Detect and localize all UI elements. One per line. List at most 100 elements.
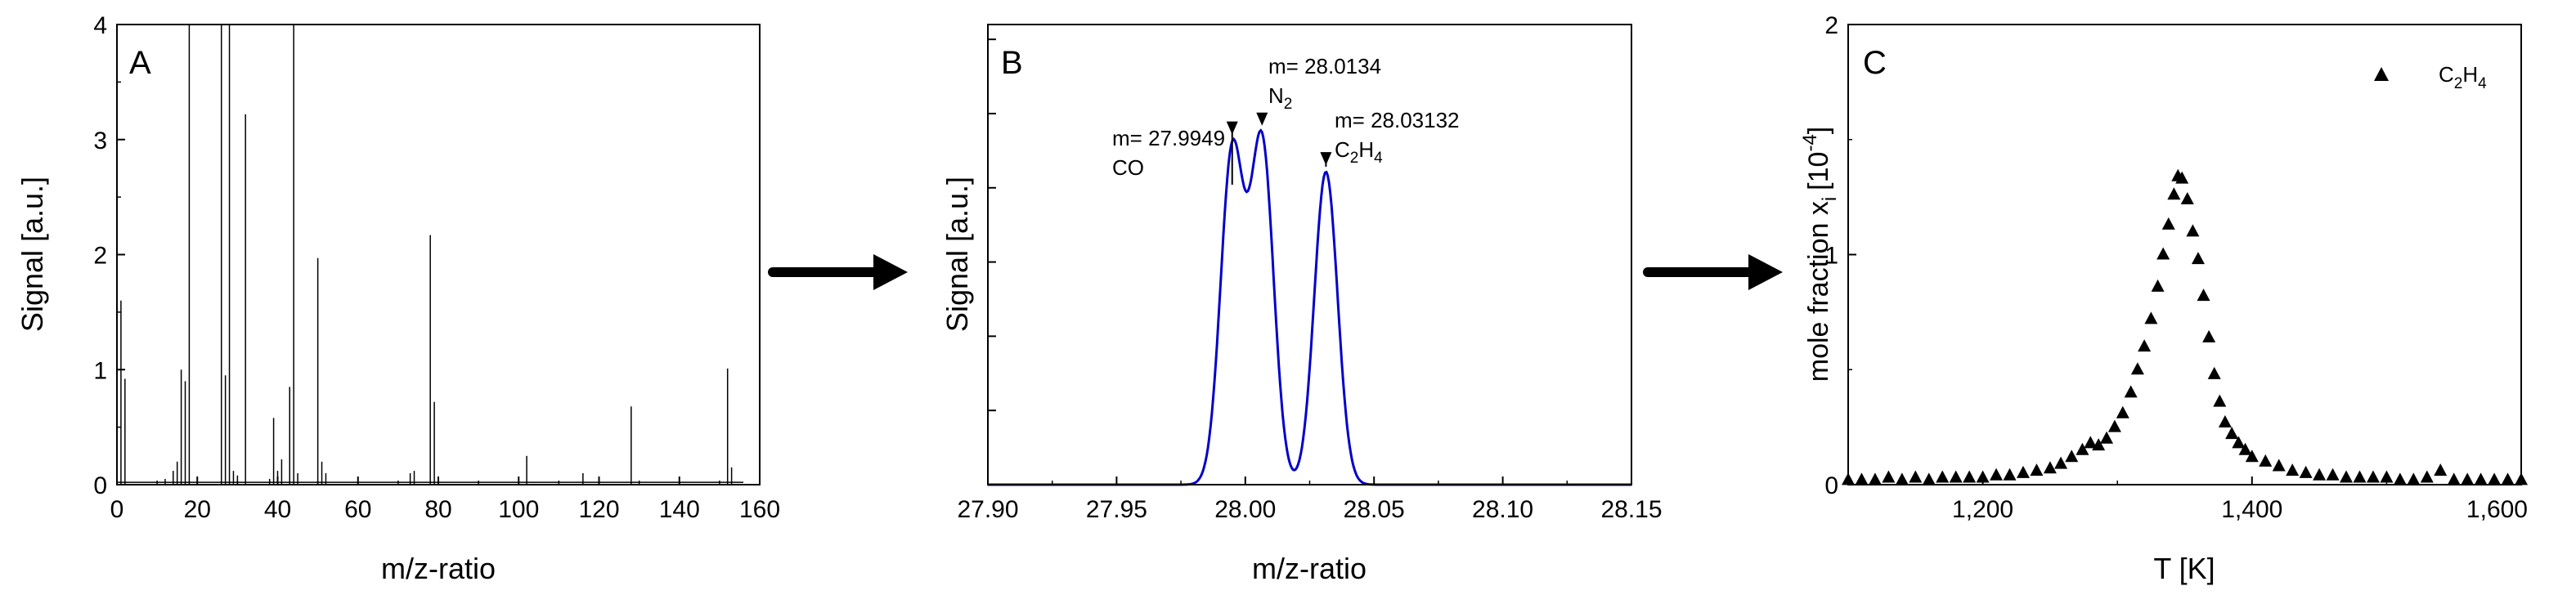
y-tick-label: 0 [1824, 472, 1838, 499]
y-tick-label: 1 [93, 357, 107, 384]
y-tick-label: 2 [1824, 12, 1838, 39]
data-point [2016, 465, 2030, 478]
x-tick-label: 60 [344, 496, 371, 523]
x-tick-label: 28.15 [1600, 496, 1662, 523]
data-point [2107, 419, 2121, 432]
x-tick-label: 140 [659, 496, 700, 523]
panel-a-spectrum [117, 25, 743, 485]
x-tick-label: 28.10 [1472, 496, 1533, 523]
panel-b-chart: 27.90 27.95 28.00 28.05 28.10 28.15 m= 27.994… [940, 24, 1663, 585]
annotation-arrow-head [1226, 121, 1238, 135]
data-point [2393, 472, 2407, 485]
x-tick-label: 0 [110, 496, 124, 523]
data-point [2259, 454, 2273, 467]
peak-annotation: m= 27.9949 CO [1112, 121, 1238, 185]
data-point [1936, 470, 1950, 483]
data-point [1963, 470, 1977, 483]
data-point [2238, 442, 2252, 455]
x-tick-label: 28.05 [1344, 496, 1405, 523]
panel-a-x-axis-title: m/z-ratio [381, 552, 496, 585]
data-point [2366, 470, 2380, 483]
arrow-a-to-b [768, 254, 908, 290]
data-point [2191, 252, 2205, 265]
data-point [2326, 468, 2340, 481]
data-point [2116, 405, 2129, 418]
panel-a-x-ticks: 0 20 40 60 80 100 120 140 160 [110, 476, 780, 523]
data-point [2340, 470, 2354, 483]
peak-annotation: m= 28.0134 N2 [1256, 54, 1381, 126]
data-point [2151, 279, 2165, 292]
data-point [1922, 472, 1936, 485]
data-point [2180, 191, 2194, 204]
data-point [2488, 472, 2502, 485]
y-tick-label: 4 [93, 12, 107, 39]
data-point [2043, 461, 2057, 474]
x-tick-label: 27.90 [957, 496, 1018, 523]
legend-label: C2H4 [2439, 62, 2487, 92]
data-point [2313, 468, 2327, 481]
data-point [1909, 470, 1923, 483]
data-point [1949, 470, 1963, 483]
x-tick-label: 1,200 [1952, 496, 2013, 523]
data-point [2186, 224, 2200, 237]
data-point [2447, 472, 2461, 485]
panel-c-label: C [1863, 45, 1887, 81]
data-point [2202, 329, 2216, 342]
panel-c-frame [1847, 24, 2522, 485]
data-point [2138, 339, 2152, 352]
data-point [2197, 289, 2210, 302]
data-point [1855, 472, 1869, 485]
data-point [1868, 472, 1882, 485]
arrow-b-to-c [1643, 254, 1783, 290]
data-point [2175, 171, 2189, 184]
data-point [2380, 470, 2394, 483]
data-point [2156, 247, 2170, 260]
y-tick-label: 0 [93, 472, 107, 499]
data-point [2225, 427, 2239, 440]
data-point [2092, 438, 2106, 451]
panel-a-label: A [129, 45, 151, 81]
panel-c-y-ticks: 0 1 2 [1824, 12, 1856, 499]
panel-b-y-ticks [988, 38, 996, 412]
data-point [2076, 442, 2089, 455]
data-point [2218, 414, 2232, 427]
data-point [2286, 463, 2300, 476]
panel-a-y-ticks: 0 1 2 3 4 [93, 12, 125, 499]
data-point [2434, 463, 2448, 476]
x-tick-label: 40 [264, 496, 291, 523]
panel-c-chart: 1,200 1,400 1,600 0 1 2 C C2H4 T [K] mole fr… [1799, 12, 2528, 585]
data-point [2084, 436, 2098, 449]
annotation-mass: m= 27.9949 [1112, 126, 1225, 150]
panel-b-x-ticks: 27.90 27.95 28.00 28.05 28.10 28.15 [957, 476, 1663, 523]
peak-annotation: m= 28.03132 C2H4 [1320, 108, 1460, 167]
data-point [2065, 450, 2079, 463]
annotation-arrow-head [1256, 112, 1268, 126]
data-point [2407, 472, 2421, 485]
data-point [2124, 385, 2138, 398]
annotation-mass: m= 28.0134 [1268, 54, 1381, 78]
panel-b-annotations: m= 27.9949 CO m= 28.0134 N2 m= 28.03132 C2H4 [1112, 54, 1460, 185]
x-tick-label: 28.00 [1214, 496, 1276, 523]
annotation-species: N2 [1268, 83, 1292, 113]
data-point [1895, 472, 1909, 485]
panel-a-y-axis-title: Signal [a.u.] [16, 177, 49, 332]
data-point [1882, 470, 1896, 483]
x-tick-label: 120 [578, 496, 619, 523]
data-point [2100, 431, 2114, 444]
data-point [2245, 450, 2259, 463]
data-point [2501, 472, 2515, 485]
panel-b-x-axis-title: m/z-ratio [1252, 552, 1367, 585]
panel-c-legend: C2H4 [2374, 62, 2487, 92]
x-tick-label: 27.95 [1086, 496, 1147, 523]
data-point [2030, 463, 2044, 476]
x-tick-label: 1,400 [2221, 496, 2282, 523]
x-tick-label: 160 [739, 496, 780, 523]
panel-b-peaks [988, 128, 1631, 486]
data-point [2213, 394, 2227, 407]
data-point [2420, 470, 2434, 483]
data-point [2232, 436, 2246, 449]
data-point [1990, 468, 2004, 481]
